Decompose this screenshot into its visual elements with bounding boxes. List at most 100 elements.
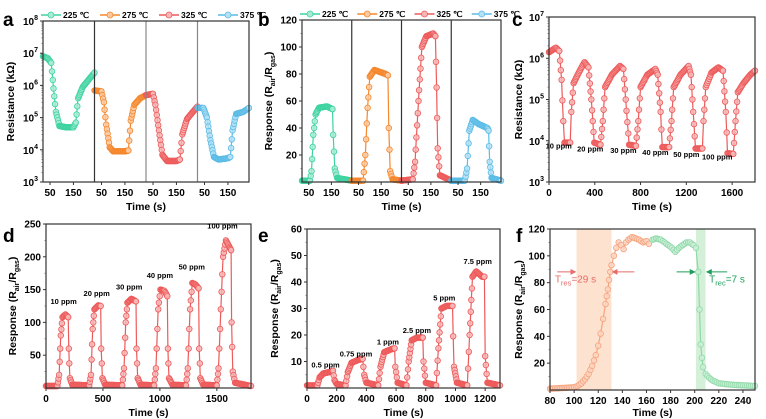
x-tick-label: 150 [472,188,489,199]
series-a-0-point [48,59,55,67]
series-b-2-point [416,76,423,83]
series-c-point [657,108,664,116]
series-c-point [701,106,708,113]
series-b-1-line [351,69,402,182]
series-c-point [598,133,605,141]
response-series-point [597,330,604,337]
series-d-point [97,345,105,352]
x-tick-label: 800 [417,394,434,405]
series-c-point [569,89,576,96]
series-d-point [184,365,191,372]
series-d-point [87,371,95,379]
y-tick-label: 20 [534,359,546,370]
series-c-point [623,107,630,114]
series-b-0-point [330,148,338,155]
series-d-point [188,288,195,295]
x-tick-label: 400 [586,188,603,199]
series-e-point [481,273,488,280]
response-series-point [613,244,620,251]
time-annotation: Tres=29 s [555,275,596,288]
legend-marker [306,10,314,18]
series-d-point [214,376,221,383]
legend-marker [224,11,232,19]
plot-frame [42,20,250,183]
y-tick-label: 40 [286,124,298,135]
series-d-point [165,360,172,367]
series-d-point [88,356,95,363]
ppm-annotation: 50 ppm [179,262,206,271]
legend-item: 325 ℃ [159,10,208,20]
series-b-0-point [311,118,318,125]
y-tick-label: 30 [291,304,303,315]
y-tick-label: 60 [291,225,303,236]
series-b-1-point [362,151,369,159]
series-c-point [557,66,564,74]
series-c-point [636,95,643,102]
series-a-0-point [48,68,56,75]
series-d-point [164,293,171,300]
series-d-point [57,345,64,352]
series-d-point [183,370,191,378]
series-d-point [150,382,158,389]
series-c-point [722,108,729,116]
series-c-point [654,71,661,78]
series-a-3-point [227,144,235,152]
series-c-point [588,96,595,103]
series-d-point [89,325,96,333]
series-b-3-point [487,169,495,176]
series-c-point [601,95,608,102]
series-d-point [58,326,65,333]
panel-label: d [3,226,15,247]
y-tick-label: 103 [529,176,544,189]
series-c-point [655,80,662,88]
y-tick-label: 150 [24,285,41,296]
series-b-2-point [436,163,443,170]
ppm-annotation: 40 ppm [147,271,174,280]
series-c-point [598,125,606,133]
x-tick-label: 140 [614,396,631,407]
series-c-point [690,108,697,116]
series-c-point [691,133,698,140]
series-a-3-point [227,153,234,161]
response-series-point [603,292,610,300]
x-tick-label: 50 [303,188,315,199]
series-e-point [375,382,382,389]
series-c-point [669,106,676,113]
series-d-point [228,319,235,326]
series-b-0-point [310,124,318,132]
panel-label: b [258,10,270,31]
series-b-0-point [309,143,316,151]
series-b-1-point [359,177,367,184]
series-d-point [164,345,172,352]
legend-label: 375 ℃ [240,10,267,20]
series-c-point [556,47,563,55]
series-c-point [559,97,566,104]
series-b-2-point [432,33,439,40]
series-e-point [420,358,427,365]
series-c-point [622,96,629,103]
response-series-point [605,276,613,284]
response-series-point [602,300,609,308]
recovery-series-point [692,244,700,251]
series-c-point [658,126,665,133]
series-c-point [690,120,698,128]
series-b-2-point [410,170,417,177]
series-e-point [449,302,456,310]
series-e-point [435,337,443,344]
series-d-point [183,376,190,383]
series-e-point [404,366,412,373]
panel-label: f [516,226,523,247]
series-c-point [635,117,642,125]
series-c-point [668,117,675,125]
series-c-point [587,88,594,95]
series-c-point [656,90,663,97]
legend-item: 375 ℃ [471,9,520,19]
ppm-annotation: 10 ppm [51,297,78,306]
response-series-point [589,362,596,370]
series-d-point [90,319,97,326]
series-e-point [421,365,428,372]
x-tick-label: 1000 [149,394,172,405]
series-c-point [669,95,677,102]
series-a-3-point [228,136,235,143]
series-c-point [689,96,696,103]
